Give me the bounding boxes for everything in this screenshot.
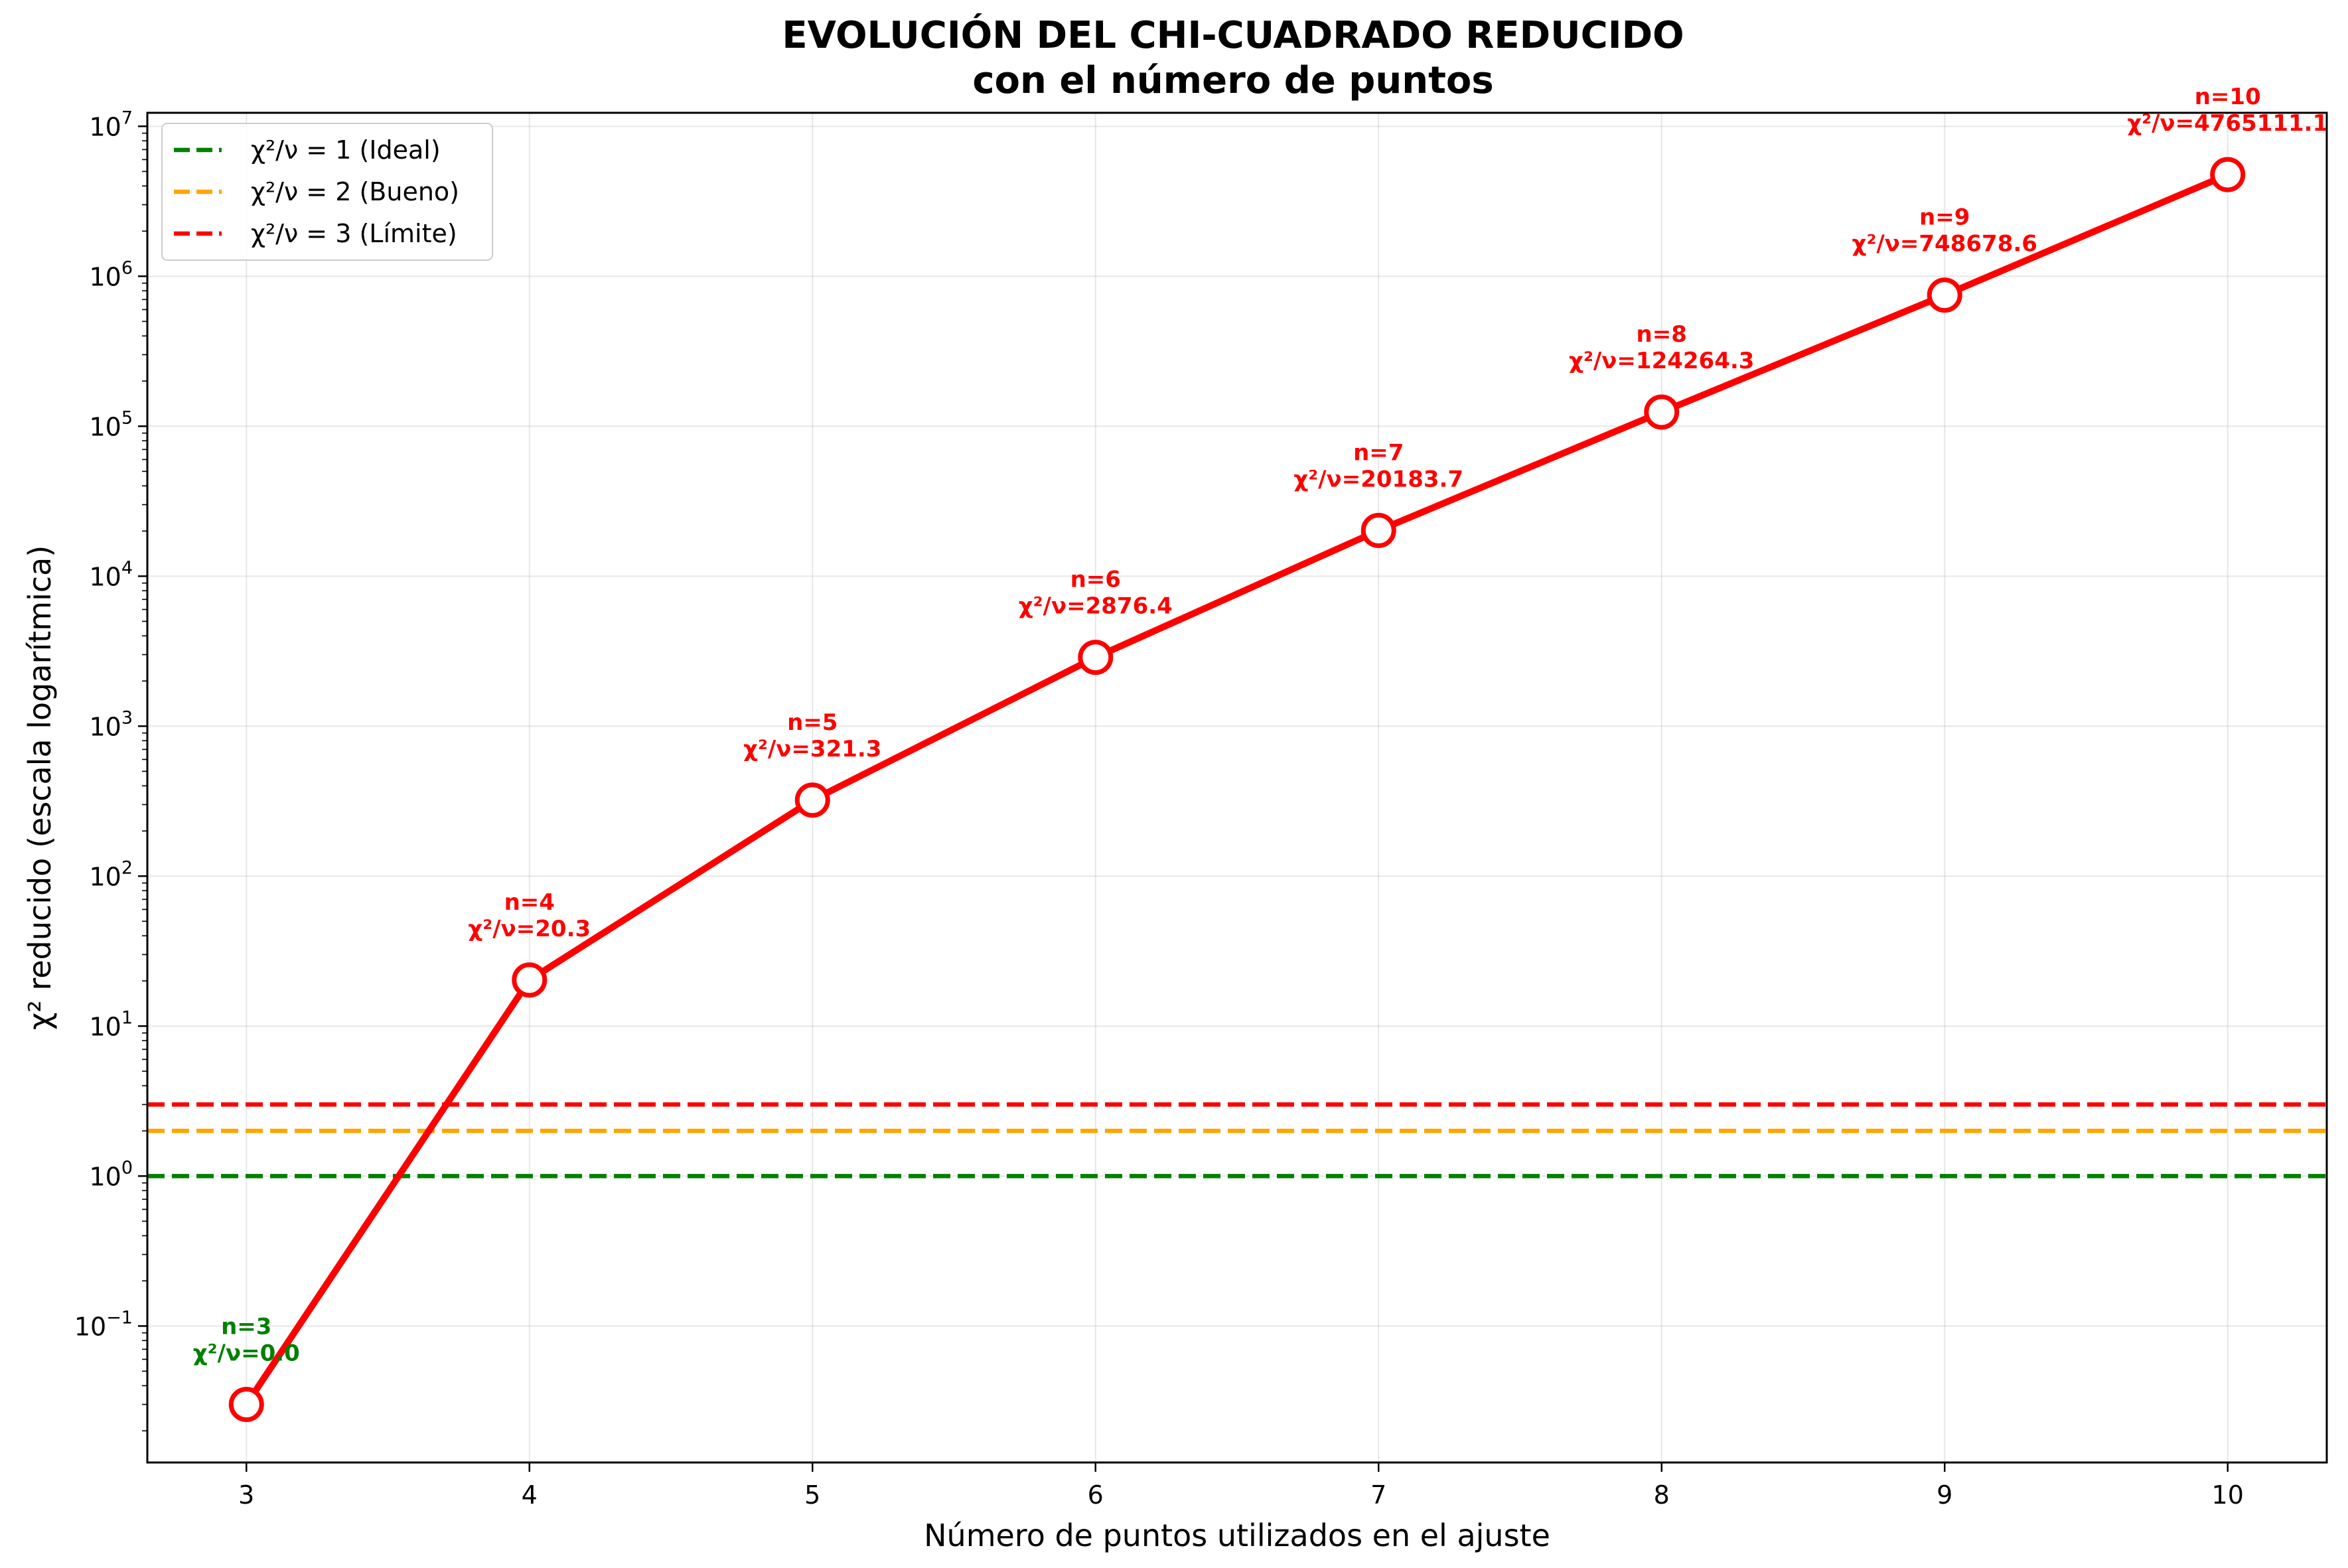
x-tick-label: 3 — [238, 1480, 254, 1510]
data-label-n: n=4 — [504, 889, 555, 916]
x-tick-label: 10 — [2212, 1480, 2244, 1510]
data-label-chi: χ²/ν=2876.4 — [1019, 593, 1173, 620]
annotation-layer: n=3χ²/ν=0.0n=4χ²/ν=20.3n=5χ²/ν=321.3n=6χ… — [193, 84, 2329, 1366]
x-tick-label: 7 — [1370, 1480, 1386, 1510]
y-tick-label: 103 — [89, 707, 133, 741]
chart-title-line-1: EVOLUCIÓN DEL CHI-CUADRADO REDUCIDO — [782, 14, 1684, 57]
data-point-marker — [228, 1387, 264, 1423]
y-tick-label: 104 — [89, 557, 133, 591]
legend-box — [161, 123, 493, 261]
data-label-n: n=9 — [1919, 204, 1970, 231]
chart-title-line-2: con el número de puntos — [972, 59, 1493, 102]
x-tick-label: 9 — [1937, 1480, 1952, 1510]
legend: χ²/ν = 1 (Ideal) χ²/ν = 2 (Bueno) χ²/ν = 3… — [161, 123, 493, 261]
series-layer — [228, 157, 2246, 1423]
y-tick-label: 100 — [89, 1157, 133, 1191]
data-point-marker — [1927, 277, 1962, 313]
y-tick-label: 105 — [89, 407, 133, 441]
data-label-n: n=5 — [787, 709, 838, 736]
data-point-marker — [794, 782, 830, 818]
legend-label: χ²/ν = 2 (Bueno) — [251, 177, 459, 206]
legend-label: χ²/ν = 3 (Límite) — [251, 219, 457, 248]
data-label-chi: χ²/ν=4765111.1 — [2127, 110, 2328, 137]
data-label-chi: χ²/ν=20183.7 — [1293, 466, 1463, 492]
data-point-marker — [2210, 157, 2246, 192]
plot-frame — [146, 111, 2328, 1464]
data-label-n: n=7 — [1353, 439, 1404, 466]
data-label-chi: χ²/ν=0.0 — [193, 1340, 300, 1367]
tick-layer: 3 4 5 6 7 8 9 10 10−1 100 101 102 103 104 105 106 107 — [74, 107, 2244, 1510]
data-point-marker — [1078, 640, 1114, 676]
legend-label: χ²/ν = 1 (Ideal) — [251, 135, 441, 165]
data-label-n: n=10 — [2195, 84, 2261, 110]
data-line — [243, 171, 2231, 1408]
x-axis-label: Número de puntos utilizados en el ajuste — [924, 1518, 1550, 1553]
y-tick-label: 102 — [89, 857, 133, 891]
x-tick-label: 8 — [1654, 1480, 1670, 1510]
reference-lines — [147, 1102, 2327, 1178]
y-tick-label: 107 — [89, 107, 133, 141]
data-label-n: n=6 — [1070, 567, 1121, 593]
data-label-n: n=3 — [221, 1314, 271, 1340]
x-tick-label: 6 — [1088, 1480, 1104, 1510]
y-tick-label: 10−1 — [74, 1307, 133, 1341]
data-point-marker — [1360, 512, 1396, 548]
data-point-marker — [512, 962, 548, 998]
data-label-chi: χ²/ν=321.3 — [743, 736, 881, 762]
data-label-n: n=8 — [1637, 321, 1687, 348]
data-label-chi: χ²/ν=124264.3 — [1569, 348, 1754, 374]
x-tick-label: 5 — [804, 1480, 820, 1510]
x-tick-label: 4 — [522, 1480, 538, 1510]
data-label-chi: χ²/ν=20.3 — [468, 916, 591, 942]
data-label-chi: χ²/ν=748678.6 — [1852, 231, 2037, 257]
data-point-marker — [1644, 394, 1680, 430]
y-tick-label: 101 — [89, 1007, 133, 1041]
y-axis-label: χ² reducido (escala logarítmica) — [22, 545, 58, 1031]
y-tick-label: 106 — [89, 257, 133, 291]
